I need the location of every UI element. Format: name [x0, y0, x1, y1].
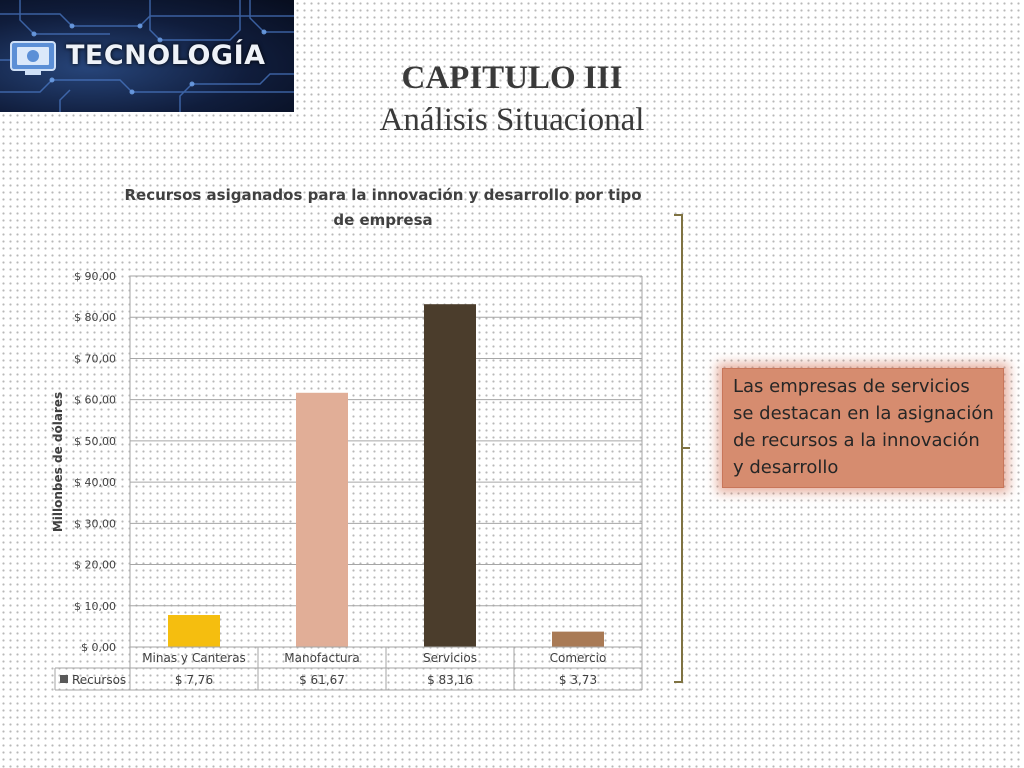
page-subtitle: Análisis Situacional — [379, 102, 645, 138]
data-label: $ 3,73 — [559, 673, 597, 687]
chart-title: Recursos asiganados para la innovación y… — [124, 186, 642, 229]
y-tick-label: $ 30,00 — [74, 517, 116, 530]
y-tick-label: $ 20,00 — [74, 559, 116, 572]
data-label: $ 7,76 — [175, 673, 213, 687]
tecnologia-logo: TECNOLOGÍA — [0, 0, 294, 112]
y-axis-label: Millonbes de dólares — [51, 392, 65, 532]
y-tick-label: $ 60,00 — [74, 394, 116, 407]
y-tick-label: $ 40,00 — [74, 476, 116, 489]
logo-text: TECNOLOGÍA — [66, 40, 266, 71]
highlight-note: Las empresas de servicios se destacan en… — [722, 368, 1004, 488]
bar — [168, 615, 220, 647]
x-tick-label: Servicios — [423, 651, 477, 665]
y-tick-label: $ 80,00 — [74, 311, 116, 324]
legend-key — [60, 675, 68, 683]
bar — [552, 631, 604, 647]
page-title: CAPITULO III — [401, 60, 623, 96]
legend-label: Recursos — [72, 673, 126, 687]
y-tick-label: $ 10,00 — [74, 600, 116, 613]
circuit-pattern — [0, 0, 294, 112]
y-tick-label: $ 90,00 — [74, 270, 116, 283]
bar — [296, 392, 348, 647]
y-tick-label: $ 0,00 — [81, 641, 116, 654]
data-label: $ 61,67 — [299, 673, 345, 687]
monitor-icon — [10, 41, 56, 75]
bar — [424, 304, 476, 647]
y-tick-label: $ 70,00 — [74, 352, 116, 365]
x-tick-label: Manofactura — [284, 651, 359, 665]
bracket — [674, 214, 683, 683]
x-tick-label: Minas y Canteras — [142, 651, 246, 665]
y-tick-label: $ 50,00 — [74, 435, 116, 448]
x-tick-label: Comercio — [550, 651, 607, 665]
data-label: $ 83,16 — [427, 673, 473, 687]
